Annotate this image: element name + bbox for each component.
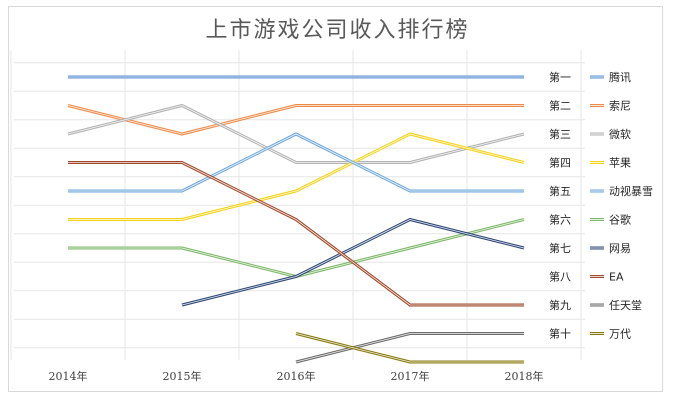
rank-label: 第四 [549, 156, 571, 170]
x-tick-label: 2016年 [277, 369, 316, 383]
x-tick-label: 2018年 [505, 369, 544, 383]
series-line-highlight [295, 333, 524, 363]
series-line-highlight [67, 105, 525, 163]
rank-label: 第七 [549, 241, 571, 255]
x-tick-label: 2014年 [49, 369, 88, 383]
legend-entry: 微软 [609, 127, 631, 141]
rank-label: 第五 [549, 184, 571, 198]
legend-entry: 任天堂 [609, 299, 642, 312]
series-line-highlight [68, 133, 524, 192]
series-line-highlight [68, 162, 524, 306]
legend-entry: 动视暴雪 [609, 184, 653, 198]
x-tick-label: 2017年 [391, 369, 430, 383]
legend-entry: 苹果 [609, 156, 631, 170]
legend-entry: 网易 [609, 242, 631, 255]
rank-label: 第十 [549, 327, 571, 341]
rank-label: 第六 [549, 213, 571, 227]
rank-label: 第九 [549, 298, 571, 312]
legend-entry: 腾讯 [609, 70, 631, 84]
rank-label: 第一 [549, 70, 571, 84]
rank-label: 第八 [549, 270, 571, 284]
legend-entry: EA [609, 271, 624, 284]
rank-label: 第三 [549, 127, 571, 141]
series-line-highlight [68, 219, 525, 277]
series-line-highlight [67, 105, 524, 135]
chart-border [8, 6, 663, 392]
rank-label: 第二 [549, 99, 571, 113]
legend-entry: 万代 [609, 328, 631, 341]
series-line-highlight [295, 333, 524, 363]
legend-entry: 谷歌 [609, 213, 631, 227]
series-line-highlight [68, 133, 525, 220]
series-line-highlight [181, 219, 525, 306]
x-tick-label: 2015年 [163, 369, 202, 383]
legend-entry: 索尼 [609, 99, 631, 113]
chart-title: 上市游戏公司收入排行榜 [205, 18, 470, 43]
